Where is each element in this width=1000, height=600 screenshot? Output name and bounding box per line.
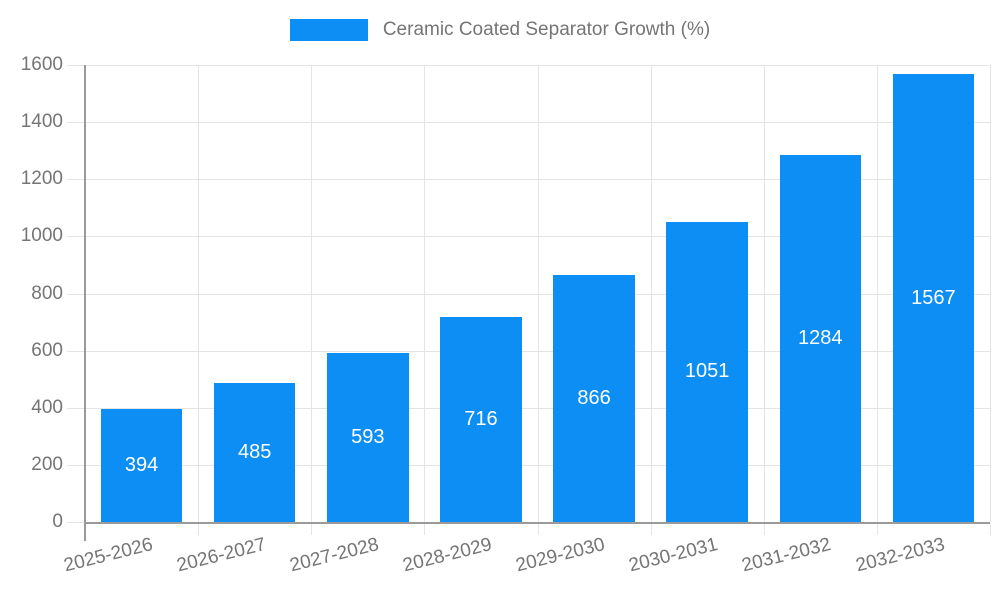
y-axis-tick-label: 200 <box>31 453 63 475</box>
x-tick-mark <box>311 524 312 535</box>
legend-label: Ceramic Coated Separator Growth (%) <box>382 19 711 40</box>
y-gridline <box>67 65 990 66</box>
legend-swatch <box>289 19 368 41</box>
x-axis-line <box>84 522 990 524</box>
y-tick-mark <box>67 522 85 523</box>
bar: 866 <box>553 274 635 522</box>
bar-value-label: 716 <box>464 408 498 431</box>
x-tick-mark <box>538 524 539 535</box>
bar-value-label: 1051 <box>684 360 730 383</box>
bar: 485 <box>213 383 296 522</box>
x-tick-mark <box>877 524 878 535</box>
y-gridline <box>67 408 990 409</box>
x-tick-mark <box>198 524 199 535</box>
x-tick-mark <box>651 524 652 535</box>
y-gridline <box>67 465 990 466</box>
x-tick-mark <box>764 524 765 535</box>
x-axis-tick-label: 2032-2033 <box>853 534 947 577</box>
x-axis-tick-label: 2031-2032 <box>740 534 834 577</box>
x-axis-tick-label: 2025-2026 <box>61 534 155 577</box>
y-axis-tick-label: 400 <box>31 396 63 418</box>
x-axis-tick-label: 2028-2029 <box>400 534 495 577</box>
x-gridline <box>990 65 991 522</box>
x-axis-tick-label: 2027-2028 <box>287 534 381 577</box>
bar-value-label: 394 <box>124 454 159 477</box>
x-axis-tick-label: 2030-2031 <box>627 534 721 577</box>
bar: 1051 <box>666 221 748 522</box>
y-axis-tick-label: 800 <box>31 282 63 304</box>
bar: 593 <box>327 352 409 522</box>
x-axis-tick-label: 2026-2027 <box>174 534 268 577</box>
y-gridline <box>67 122 990 123</box>
x-gridline <box>538 65 539 522</box>
x-tick-mark <box>424 524 425 535</box>
x-gridline <box>651 65 652 522</box>
y-axis-tick-label: 1600 <box>20 54 63 75</box>
bar: 1284 <box>779 155 862 522</box>
y-gridline <box>67 294 990 295</box>
x-gridline <box>311 65 312 522</box>
bar-value-label: 593 <box>351 425 385 448</box>
x-gridline <box>877 65 878 522</box>
bar-value-label: 485 <box>237 441 272 464</box>
y-axis-tick-label: 0 <box>52 511 63 532</box>
y-axis-tick-label: 600 <box>31 339 63 361</box>
bar: 1567 <box>892 74 975 522</box>
x-gridline <box>764 65 765 522</box>
y-axis-line <box>84 65 86 541</box>
bar-value-label: 1567 <box>911 286 956 309</box>
y-gridline <box>67 179 990 180</box>
y-gridline <box>67 351 990 352</box>
y-axis-tick-label: 1000 <box>20 225 63 247</box>
y-gridline <box>67 236 990 237</box>
x-gridline <box>424 65 425 522</box>
x-axis-tick-label: 2029-2030 <box>513 534 608 577</box>
bar-value-label: 866 <box>577 386 611 409</box>
bar: 716 <box>440 317 522 522</box>
y-axis-tick-label: 1200 <box>20 168 63 190</box>
bar: 394 <box>100 409 183 522</box>
chart-legend: Ceramic Coated Separator Growth (%) <box>0 19 1000 41</box>
x-tick-mark <box>990 524 991 535</box>
bar-value-label: 1284 <box>798 327 843 350</box>
x-gridline <box>198 65 199 522</box>
y-axis-tick-label: 1400 <box>20 111 63 133</box>
